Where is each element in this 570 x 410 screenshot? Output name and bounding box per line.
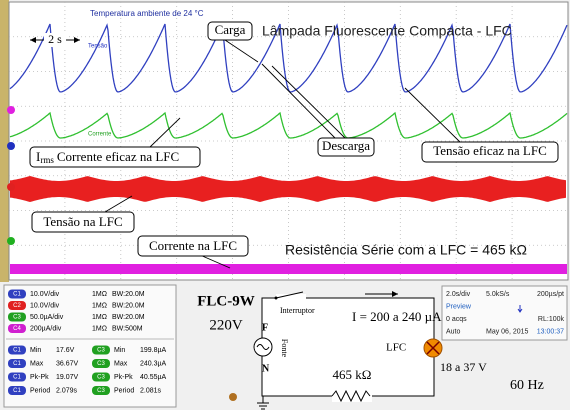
callout-rms-current: IrmsCorrente eficaz na LFC [36, 149, 179, 165]
timebase-value: Auto [446, 328, 461, 335]
timebase-value: 13:00:37 [537, 328, 564, 335]
callout-discharge: Descarga [322, 138, 370, 153]
channel-id: C1 [13, 361, 21, 367]
circuit-neutral: N [262, 363, 270, 374]
measure-value: 240.3µA [140, 360, 167, 367]
timebase-value: 200µs/pt [537, 291, 564, 298]
callout-rms-voltage: Tensão eficaz na LFC [433, 143, 547, 158]
channel-id: C1 [13, 292, 21, 298]
channel-impedance: 1MΩ [92, 302, 107, 309]
measure-value: 2.079s [56, 387, 78, 394]
channel-scale: 10.0V/div [30, 291, 60, 298]
channel-id: C1 [13, 375, 21, 381]
circuit-lamp: LFC [386, 342, 406, 354]
text: Corrente eficaz na LFC [57, 149, 179, 164]
measure-value: 40.55µA [140, 374, 167, 381]
measure-name: Pk-Pk [30, 374, 49, 381]
measure-name: Period [114, 387, 134, 394]
measure-name: Max [114, 360, 128, 367]
device-model: FLC-9W [197, 293, 255, 309]
circuit-lamp-voltage: 18 a 37 V [440, 360, 487, 374]
c3-marker [7, 237, 15, 245]
c2-marker [7, 183, 15, 191]
channel-bandwidth: BW:20.0M [112, 291, 145, 298]
screenshot: Temperatura ambiente de 24 °C 2 s Lâmpad… [0, 0, 570, 410]
measure-value: 199.8µA [140, 347, 167, 354]
channel-id: C1 [13, 388, 21, 394]
temperature: Temperatura ambiente de 24 °C [90, 9, 204, 18]
channel-scale: 10.0V/div [30, 302, 60, 309]
timebase-value: May 06, 2015 [486, 328, 529, 335]
timebase-value: RL:100k [538, 316, 565, 323]
trace-label-current: Corrente [88, 132, 112, 138]
measure-name: Period [30, 387, 50, 394]
channel-scale: 50.0µA/div [30, 314, 64, 321]
measure-name: Min [30, 347, 41, 354]
channel-id: C3 [97, 375, 105, 381]
channel-id: C3 [13, 315, 21, 321]
trace-label-voltage: Tensão [88, 44, 108, 50]
channel-id: C2 [13, 303, 21, 309]
timebase-value: 5.0kS/s [486, 291, 510, 298]
timebase-value: Preview [446, 303, 472, 310]
circuit-current: I = 200 a 240 µA [352, 309, 442, 324]
channel-id: C1 [13, 348, 21, 354]
channel-bandwidth: BW:500M [112, 325, 143, 332]
measure-name: Min [114, 347, 125, 354]
channel-impedance: 1MΩ [92, 314, 107, 321]
timebase-value: 2.0s/div [446, 291, 471, 298]
series-resistance: Resistência Série com a LFC = 465 kΩ [285, 242, 527, 258]
circuit-source: Fonte [280, 339, 289, 358]
channel-impedance: 1MΩ [92, 291, 107, 298]
channel-id: C4 [13, 326, 21, 332]
channel-bandwidth: BW:20.0M [112, 314, 145, 321]
circuit-frequency: 60 Hz [510, 378, 544, 393]
status-icon [229, 393, 237, 401]
circuit-resistor: 465 kΩ [333, 367, 372, 382]
callout-lamp-current: Corrente na LFC [149, 238, 237, 253]
subscript: rms [40, 155, 54, 165]
device-voltage: 220V [209, 317, 243, 333]
c4-marker [7, 106, 15, 114]
c1-marker [7, 142, 15, 150]
channel-scale: 200µA/div [30, 325, 62, 332]
callout-lamp-voltage: Tensão na LFC [43, 214, 122, 229]
circuit-switch: Interruptor [280, 306, 315, 315]
channel-id: C3 [97, 388, 105, 394]
timebase-value: 0 acqs [446, 316, 467, 323]
measure-value: 19.07V [56, 374, 79, 381]
callout-charge: Carga [215, 22, 246, 37]
channel-impedance: 1MΩ [92, 325, 107, 332]
measure-value: 2.081s [140, 387, 162, 394]
measure-name: Pk-Pk [114, 374, 133, 381]
measure-name: Max [30, 360, 44, 367]
channel-id: C3 [97, 348, 105, 354]
channel-id: C3 [97, 361, 105, 367]
title: Lâmpada Fluorescente Compacta - LFC [262, 23, 512, 39]
time-marker: 2 s [48, 32, 62, 46]
lamp-current-trace [10, 264, 567, 274]
circuit-phase: F [262, 322, 268, 333]
measure-value: 36.67V [56, 360, 79, 367]
measure-value: 17.6V [56, 347, 75, 354]
channel-bandwidth: BW:20.0M [112, 302, 145, 309]
